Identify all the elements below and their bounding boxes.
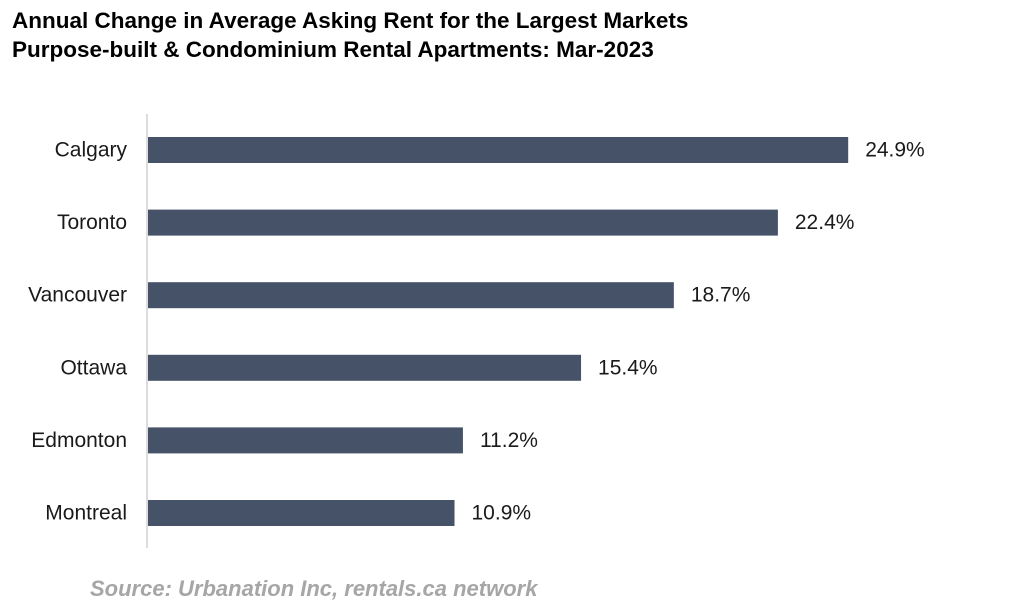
value-label-ottawa: 15.4%: [598, 356, 658, 379]
value-label-vancouver: 18.7%: [691, 284, 751, 307]
bar-ottawa: [148, 354, 582, 381]
chart-title-block: Annual Change in Average Asking Rent for…: [12, 6, 1012, 64]
chart-title: Annual Change in Average Asking Rent for…: [12, 8, 689, 33]
category-label-ottawa: Ottawa: [60, 356, 127, 379]
bar-montreal: [148, 500, 455, 526]
bar-vancouver: [148, 282, 674, 309]
value-label-toronto: 22.4%: [795, 211, 855, 234]
bar-edmonton: [148, 427, 463, 454]
source-note: Source: Urbanation Inc, rentals.ca netwo…: [90, 576, 538, 601]
category-label-toronto: Toronto: [57, 211, 127, 234]
value-label-edmonton: 11.2%: [480, 429, 538, 452]
category-label-vancouver: Vancouver: [28, 284, 127, 307]
category-label-edmonton: Edmonton: [31, 429, 127, 452]
value-label-montreal: 10.9%: [472, 502, 532, 525]
bar-calgary: [148, 137, 849, 163]
category-label-montreal: Montreal: [45, 502, 127, 525]
bar-toronto: [148, 209, 778, 236]
category-label-calgary: Calgary: [55, 139, 128, 162]
chart-subtitle: Purpose-built & Condominium Rental Apart…: [12, 37, 654, 62]
value-label-calgary: 24.9%: [865, 139, 925, 162]
